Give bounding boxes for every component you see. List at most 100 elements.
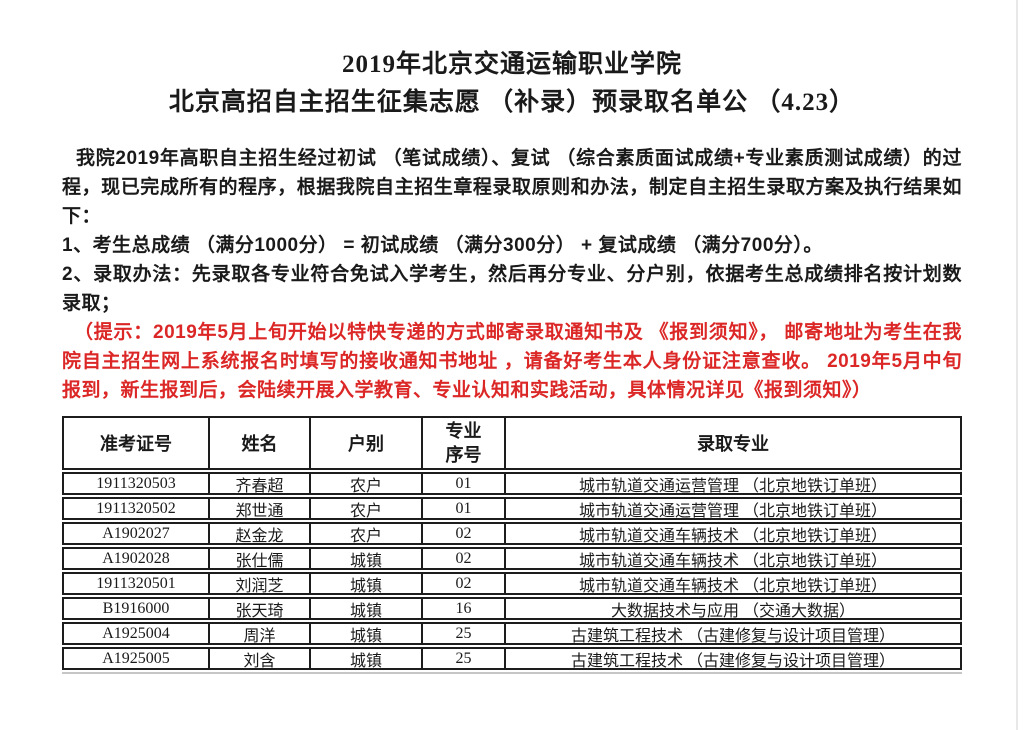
table-cell: 城市轨道交通车辆技术 （北京地铁订单班） bbox=[504, 574, 960, 593]
table-cell: 1911320502 bbox=[64, 499, 208, 518]
notice-paragraph: （提示：2019年5月上旬开始以特快专递的方式邮寄录取通知书及 《报到须知》， … bbox=[62, 322, 962, 401]
table-row: B1916000 张天琦 城镇 16 大数据技术与应用 （交通大数据） bbox=[62, 597, 962, 620]
table-cell: 城镇 bbox=[309, 549, 421, 568]
table-cell: 02 bbox=[421, 524, 504, 543]
table-bottom-shadow bbox=[62, 672, 962, 674]
cell-value: 农户 bbox=[349, 477, 382, 494]
table-cell: 古建筑工程技术 （古建修复与设计项目管理） bbox=[504, 624, 960, 643]
column-header: 姓名 bbox=[208, 418, 309, 468]
cell-value: 城镇 bbox=[349, 652, 382, 669]
table-cell: 25 bbox=[421, 649, 504, 668]
column-header: 录取专业 bbox=[504, 418, 960, 468]
column-header-label: 准考证号 bbox=[100, 434, 172, 454]
intro-paragraph: 我院2019年高职自主招生经过初试 （笔试成绩）、复试 （综合素质面试成绩+专业… bbox=[62, 148, 962, 227]
rule-item-1: 1、考生总成绩 （满分1000分） = 初试成绩 （满分300分） + 复试成绩… bbox=[62, 235, 823, 256]
table-cell: 张仕儒 bbox=[208, 549, 309, 568]
table-cell: 周洋 bbox=[208, 624, 309, 643]
table-cell: 城镇 bbox=[309, 574, 421, 593]
table-cell: 02 bbox=[421, 549, 504, 568]
table-cell: 城市轨道交通运营管理 （北京地铁订单班） bbox=[504, 499, 960, 518]
table-cell: 城镇 bbox=[309, 599, 421, 618]
cell-value: 城镇 bbox=[349, 602, 382, 619]
table-row: A1902027 赵金龙 农户 02 城市轨道交通车辆技术 （北京地铁订单班） bbox=[62, 522, 962, 545]
table-cell: 1911320501 bbox=[64, 574, 208, 593]
table-cell: 张天琦 bbox=[208, 599, 309, 618]
table-cell: 刘润芝 bbox=[208, 574, 309, 593]
document-page: 2019年北京交通运输职业学院 北京高招自主招生征集志愿 （补录）预录取名单公 … bbox=[62, 0, 962, 674]
cell-value: 农户 bbox=[349, 527, 382, 544]
table-cell: A1902027 bbox=[64, 524, 208, 543]
cell-value: A1925004 bbox=[102, 624, 170, 642]
table-row: 1911320502 郑世通 农户 01 城市轨道交通运营管理 （北京地铁订单班） bbox=[62, 497, 962, 520]
document-title-line1: 2019年北京交通运输职业学院 bbox=[341, 51, 682, 78]
table-row: A1925004 周洋 城镇 25 古建筑工程技术 （古建修复与设计项目管理） bbox=[62, 622, 962, 645]
cell-value: A1902027 bbox=[102, 524, 170, 542]
table-cell: 城市轨道交通车辆技术 （北京地铁订单班） bbox=[504, 549, 960, 568]
column-header: 准考证号 bbox=[64, 418, 208, 468]
table-cell: 齐春超 bbox=[208, 474, 309, 493]
table-header-row: 准考证号 姓名 户别 专业序号 录取专业 bbox=[62, 416, 962, 470]
cell-value: 刘含 bbox=[243, 652, 276, 669]
cell-value: 大数据技术与应用 （交通大数据） bbox=[610, 602, 855, 619]
cell-value: 城市轨道交通车辆技术 （北京地铁订单班） bbox=[578, 577, 887, 594]
table-cell: 城市轨道交通运营管理 （北京地铁订单班） bbox=[504, 474, 960, 493]
cell-value: 城镇 bbox=[349, 577, 382, 594]
table-cell: 大数据技术与应用 （交通大数据） bbox=[504, 599, 960, 618]
cell-value: 古建筑工程技术 （古建修复与设计项目管理） bbox=[570, 627, 895, 644]
cell-value: A1925005 bbox=[102, 649, 170, 667]
cell-value: 张仕儒 bbox=[235, 552, 284, 569]
cell-value: 城市轨道交通运营管理 （北京地铁订单班） bbox=[578, 502, 887, 519]
table-cell: 01 bbox=[421, 474, 504, 493]
table-cell: 郑世通 bbox=[208, 499, 309, 518]
cell-value: 25 bbox=[455, 649, 472, 667]
cell-value: 城市轨道交通车辆技术 （北京地铁订单班） bbox=[578, 527, 887, 544]
cell-value: 01 bbox=[455, 474, 472, 492]
cell-value: A1902028 bbox=[102, 549, 170, 567]
table-cell: 农户 bbox=[309, 499, 421, 518]
table-cell: A1902028 bbox=[64, 549, 208, 568]
document-title-line2: 北京高招自主招生征集志愿 （补录）预录取名单公 （4.23） bbox=[168, 89, 856, 116]
cell-value: 刘润芝 bbox=[235, 577, 284, 594]
cell-value: 周洋 bbox=[243, 627, 276, 644]
table-cell: 16 bbox=[421, 599, 504, 618]
cell-value: 城镇 bbox=[349, 627, 382, 644]
table-cell: 02 bbox=[421, 574, 504, 593]
cell-value: 02 bbox=[455, 549, 472, 567]
column-header-label: 专业序号 bbox=[445, 420, 482, 465]
table-cell: 1911320503 bbox=[64, 474, 208, 493]
table-row: A1902028 张仕儒 城镇 02 城市轨道交通车辆技术 （北京地铁订单班） bbox=[62, 547, 962, 570]
table-cell: 古建筑工程技术 （古建修复与设计项目管理） bbox=[504, 649, 960, 668]
cell-value: 城市轨道交通运营管理 （北京地铁订单班） bbox=[578, 477, 887, 494]
table-cell: 城市轨道交通车辆技术 （北京地铁订单班） bbox=[504, 524, 960, 543]
cell-value: 城市轨道交通车辆技术 （北京地铁订单班） bbox=[578, 552, 887, 569]
rule-item-2: 2、录取办法：先录取各专业符合免试入学考生，然后再分专业、分户别，依据考生总成绩… bbox=[62, 264, 962, 314]
table-row: A1925005 刘含 城镇 25 古建筑工程技术 （古建修复与设计项目管理） bbox=[62, 647, 962, 670]
page-right-edge bbox=[1016, 0, 1018, 730]
column-header-label: 户别 bbox=[348, 434, 384, 454]
table-cell: 城镇 bbox=[309, 624, 421, 643]
cell-value: 齐春超 bbox=[235, 477, 284, 494]
table-cell: 农户 bbox=[309, 524, 421, 543]
cell-value: B1916000 bbox=[102, 599, 170, 617]
cell-value: 01 bbox=[455, 499, 472, 517]
column-header: 专业序号 bbox=[421, 418, 504, 468]
table-row: 1911320503 齐春超 农户 01 城市轨道交通运营管理 （北京地铁订单班） bbox=[62, 472, 962, 495]
table-cell: B1916000 bbox=[64, 599, 208, 618]
cell-value: 02 bbox=[455, 524, 472, 542]
cell-value: 16 bbox=[455, 599, 472, 617]
column-header-label: 姓名 bbox=[241, 434, 278, 454]
cell-value: 郑世通 bbox=[235, 502, 284, 519]
cell-value: 古建筑工程技术 （古建修复与设计项目管理） bbox=[570, 652, 895, 669]
table-cell: A1925005 bbox=[64, 649, 208, 668]
table-cell: 01 bbox=[421, 499, 504, 518]
table-cell: 刘含 bbox=[208, 649, 309, 668]
table-cell: 赵金龙 bbox=[208, 524, 309, 543]
table-cell: 农户 bbox=[309, 474, 421, 493]
cell-value: 02 bbox=[455, 574, 472, 592]
cell-value: 农户 bbox=[349, 502, 382, 519]
column-header-label: 录取专业 bbox=[697, 434, 769, 454]
cell-value: 城镇 bbox=[349, 552, 382, 569]
table-cell: A1925004 bbox=[64, 624, 208, 643]
cell-value: 赵金龙 bbox=[235, 527, 284, 544]
